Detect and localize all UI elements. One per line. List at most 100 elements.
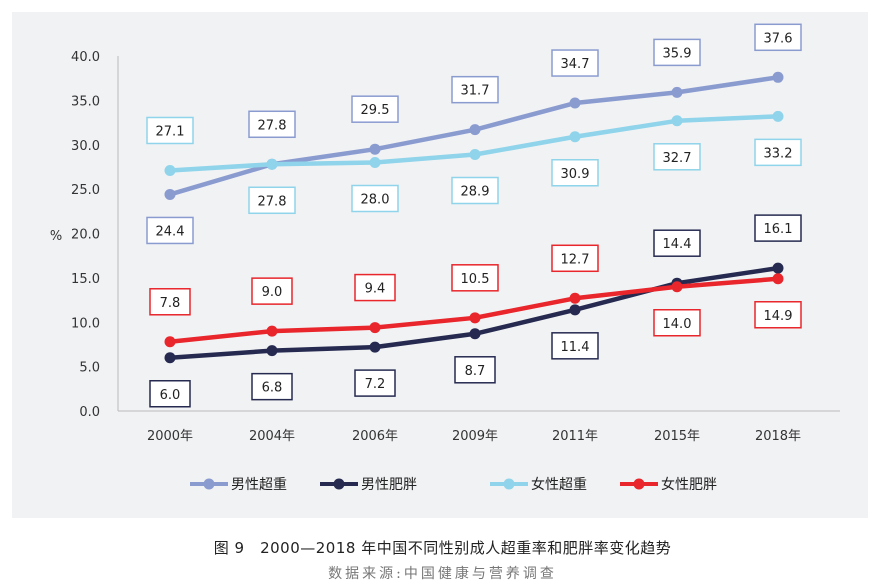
data-label: 14.4 [663, 237, 692, 252]
data-label-box [454, 356, 496, 384]
data-point [164, 188, 176, 200]
y-tick-label: 15.0 [71, 272, 100, 287]
data-point [671, 86, 683, 98]
data-label: 33.2 [764, 146, 793, 161]
data-label: 9.0 [262, 285, 283, 300]
y-tick-label: 25.0 [71, 183, 100, 198]
legend-label: 女性超重 [531, 476, 587, 493]
data-point [266, 345, 278, 357]
data-label-box [146, 216, 194, 245]
legend-label: 女性肥胖 [661, 476, 717, 493]
data-label: 27.8 [258, 118, 287, 133]
data-point [569, 97, 581, 109]
data-point [369, 143, 381, 155]
x-tick-label: 2011年 [552, 429, 598, 444]
data-label-box [248, 110, 296, 139]
data-label: 34.7 [561, 57, 590, 72]
data-point [772, 273, 784, 285]
data-label-box [451, 176, 499, 205]
data-label: 7.8 [160, 296, 181, 311]
data-point [164, 164, 176, 176]
data-label: 9.4 [365, 282, 386, 297]
legend-marker [333, 478, 345, 490]
data-point [671, 281, 683, 293]
x-tick-label: 2000年 [147, 429, 193, 444]
legend-label: 男性肥胖 [361, 477, 417, 493]
data-label-box [754, 23, 802, 52]
data-label-box [653, 143, 701, 171]
data-label-box [149, 380, 191, 408]
y-tick-label: 5.0 [79, 361, 100, 376]
x-tick-label: 2004年 [249, 429, 295, 444]
data-label: 37.6 [764, 31, 793, 46]
data-label-box [354, 273, 396, 302]
x-tick-label: 2018年 [755, 429, 801, 444]
data-label-box [354, 369, 396, 397]
x-tick-label: 2015年 [654, 429, 700, 444]
data-label-box [551, 49, 599, 77]
data-label-box [653, 309, 701, 337]
data-label: 24.4 [156, 224, 185, 239]
data-point [772, 71, 784, 83]
x-tick-label: 2009年 [452, 429, 498, 444]
data-label-box [754, 138, 802, 167]
data-label-box [551, 244, 599, 273]
chart-panel [12, 12, 868, 518]
data-point [772, 110, 784, 122]
data-label-box [451, 75, 499, 104]
legend-marker [503, 478, 515, 490]
data-label: 16.1 [764, 222, 793, 237]
data-point [369, 157, 381, 168]
data-label-box [251, 372, 293, 401]
data-point [266, 158, 278, 170]
data-point [671, 115, 683, 127]
y-tick-label: 30.0 [71, 139, 100, 154]
data-label: 7.2 [365, 377, 386, 392]
data-label: 29.5 [361, 103, 390, 118]
x-tick-label: 2006年 [352, 429, 398, 444]
data-label: 27.8 [258, 194, 287, 209]
data-label: 31.7 [461, 84, 490, 99]
data-point [469, 124, 481, 136]
data-label: 12.7 [561, 252, 590, 267]
data-label-box [653, 229, 701, 257]
data-label: 14.9 [764, 309, 793, 324]
data-point [164, 336, 176, 348]
data-point [469, 328, 481, 340]
data-point [369, 322, 381, 334]
data-label: 30.9 [561, 167, 590, 182]
data-label: 14.0 [663, 317, 692, 332]
data-label-box [551, 159, 599, 187]
data-point [569, 292, 581, 304]
data-point [164, 352, 176, 364]
data-label: 32.7 [663, 151, 692, 166]
data-point [469, 312, 481, 324]
data-label-box [146, 116, 194, 145]
data-label-box [351, 184, 399, 213]
data-label: 28.9 [461, 185, 490, 200]
data-label: 10.5 [461, 272, 490, 287]
y-tick-label: 0.0 [79, 405, 100, 420]
data-label-box [248, 186, 296, 215]
data-label-box [754, 301, 802, 329]
data-label: 35.9 [663, 46, 692, 61]
y-axis-label: % [50, 229, 62, 244]
data-point [469, 149, 481, 161]
data-label-box [653, 38, 701, 67]
y-tick-label: 10.0 [71, 316, 100, 331]
data-label-box [551, 332, 599, 360]
data-label: 27.1 [156, 124, 185, 139]
data-label: 28.0 [361, 193, 390, 208]
y-tick-label: 40.0 [71, 50, 100, 65]
data-label: 11.4 [561, 340, 590, 355]
data-label-box [351, 95, 399, 123]
data-point [369, 341, 381, 353]
data-label: 6.8 [262, 381, 283, 396]
legend-marker [633, 478, 645, 490]
data-label: 6.0 [160, 388, 181, 403]
figure-caption: 图 9 2000—2018 年中国不同性别成人超重率和肥胖率变化趋势 [213, 539, 672, 557]
data-source: 数据来源:中国健康与营养调查 [328, 566, 557, 582]
data-label-box [149, 288, 191, 316]
data-label-box [251, 277, 293, 305]
